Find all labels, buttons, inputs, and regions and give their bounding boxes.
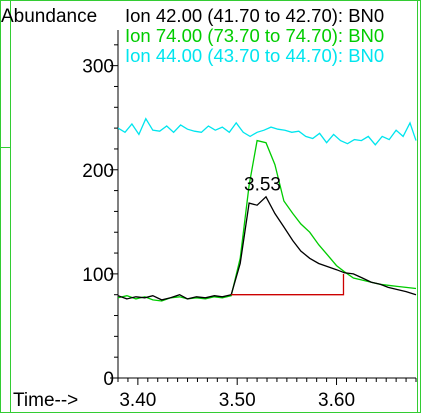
legend-entry: Ion 42.00 (41.70 to 42.70): BN0 [125,5,384,26]
x-tick-label: 3.60 [318,390,355,411]
y-tick-label: 0 [103,369,114,390]
x-tick-label: 3.40 [119,390,156,411]
x-axis-label: Time--> [13,390,78,411]
series-line-1 [117,139,417,302]
legend-entry: Ion 74.00 (73.70 to 74.70): BN0 [125,25,384,46]
integration-baseline [231,273,345,296]
x-tick-label: 3.50 [219,390,256,411]
y-tick-label: 100 [82,265,114,286]
series-line-0 [117,195,417,301]
legend-entry: Ion 44.00 (43.70 to 44.70): BN0 [125,45,384,66]
y-tick-label: 300 [82,57,114,78]
peak-time-label: 3.53 [244,175,281,196]
series-line-2 [117,117,417,146]
y-axis-label: Abundance [1,6,97,27]
y-tick-label: 200 [82,161,114,182]
